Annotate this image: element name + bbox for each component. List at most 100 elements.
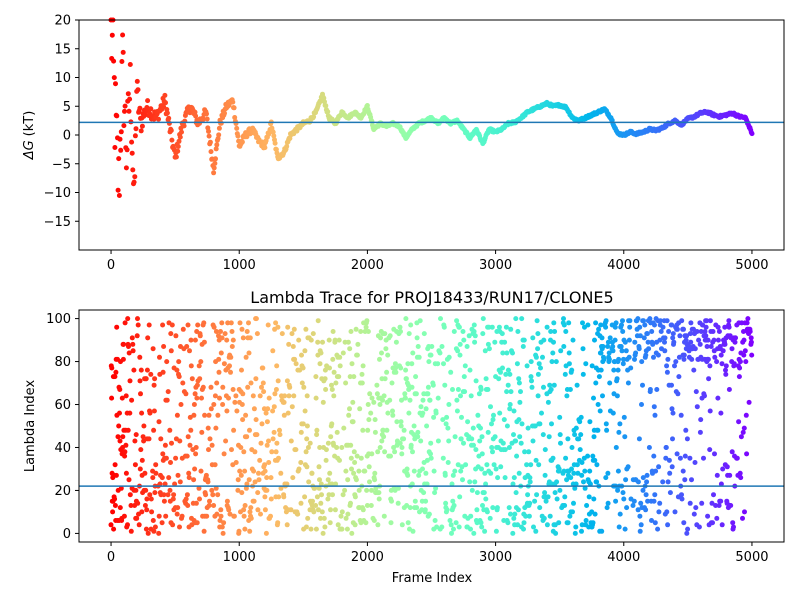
lambda-trace-point: [299, 352, 304, 358]
lambda-trace-point: [285, 324, 291, 330]
lambda-trace-point: [369, 395, 375, 401]
lambda-trace-point: [363, 520, 369, 526]
lambda-trace-point: [593, 380, 599, 386]
lambda-trace-point: [592, 511, 598, 517]
lambda-trace-point: [470, 425, 476, 431]
lambda-trace-point: [510, 481, 516, 487]
lambda-trace-point: [551, 320, 557, 326]
lambda-trace-point: [703, 324, 709, 330]
lambda-trace-point: [542, 472, 548, 478]
lambda-trace-point: [449, 530, 454, 536]
lambda-trace-point: [114, 324, 120, 330]
lambda-trace-point: [468, 513, 474, 519]
lambda-trace-point: [472, 479, 478, 485]
lambda-trace-point: [458, 393, 463, 399]
lambda-trace-point: [392, 449, 398, 455]
lambda-trace-point: [161, 492, 167, 498]
lambda-trace-point: [556, 520, 562, 526]
lambda-trace-point: [652, 412, 658, 418]
lambda-trace-point: [167, 487, 173, 493]
lambda-trace-point: [598, 322, 604, 328]
lambda-trace-point: [664, 369, 670, 375]
lambda-trace-point: [606, 356, 612, 362]
lambda-trace-point: [451, 329, 457, 334]
lambda-trace-point: [694, 329, 700, 334]
lambda-trace-point: [627, 318, 633, 324]
lambda-trace-point: [264, 475, 270, 481]
lambda-trace-point: [313, 526, 319, 532]
lambda-trace-point: [266, 438, 271, 444]
lambda-trace-point: [670, 331, 676, 337]
lambda-trace-point: [108, 522, 114, 528]
lambda-trace-point: [579, 528, 584, 534]
lambda-trace-point: [366, 464, 372, 470]
lambda-trace-point: [298, 500, 304, 506]
lambda-trace-point: [697, 341, 703, 347]
lambda-trace-point: [491, 462, 497, 468]
lambda-trace-point: [160, 369, 166, 375]
lambda-trace-point: [478, 425, 483, 431]
lambda-trace-point: [194, 395, 200, 401]
delta-g-point: [132, 133, 138, 139]
delta-g-point: [213, 146, 219, 152]
lambda-trace-point: [352, 522, 358, 528]
lambda-trace-point: [375, 449, 381, 455]
lambda-trace-point: [232, 399, 238, 405]
lambda-trace-point: [413, 391, 419, 397]
delta-g-point: [114, 113, 120, 119]
delta-g-point: [162, 92, 168, 98]
lambda-trace-point: [516, 376, 522, 382]
lambda-trace-point: [247, 427, 252, 433]
lambda-trace-point: [600, 344, 606, 349]
lambda-trace-point: [432, 518, 438, 523]
lambda-trace-point: [340, 492, 346, 498]
lambda-trace-point: [638, 522, 644, 528]
lambda-trace-y-tick-label: 20: [54, 484, 71, 499]
lambda-trace-point: [426, 359, 432, 365]
lambda-trace-point: [662, 339, 667, 345]
lambda-trace-point: [539, 410, 544, 416]
lambda-trace-point: [230, 387, 236, 392]
lambda-trace-point: [654, 387, 660, 392]
lambda-trace-point: [203, 492, 209, 498]
lambda-trace-point: [318, 350, 324, 356]
lambda-trace-axes-frame: [78, 309, 785, 543]
lambda-trace-point: [231, 427, 237, 433]
lambda-trace-point: [164, 359, 170, 365]
lambda-trace-point: [381, 393, 387, 399]
lambda-trace-point: [450, 387, 455, 392]
lambda-trace-point: [385, 352, 391, 358]
lambda-trace-point: [432, 490, 438, 496]
delta-g-point: [168, 128, 174, 133]
lambda-trace-point: [146, 322, 152, 328]
lambda-trace-point: [275, 520, 281, 526]
lambda-trace-point: [702, 393, 707, 399]
lambda-trace-point: [333, 380, 339, 386]
lambda-trace-point: [529, 384, 535, 390]
lambda-trace-point: [612, 337, 618, 343]
lambda-trace-point: [562, 503, 568, 508]
lambda-trace-point: [535, 393, 541, 399]
lambda-trace-point: [569, 367, 575, 373]
lambda-trace-point: [112, 496, 118, 502]
lambda-trace-point: [508, 389, 514, 395]
delta-g-point: [211, 170, 217, 176]
lambda-trace-point: [461, 374, 467, 380]
lambda-trace-point: [583, 518, 589, 523]
lambda-trace-point: [142, 503, 148, 508]
lambda-trace-point: [640, 475, 646, 481]
lambda-trace-point: [229, 344, 235, 349]
lambda-trace-point: [150, 475, 156, 481]
lambda-trace-point: [292, 356, 298, 362]
lambda-trace-point: [354, 352, 360, 358]
lambda-trace-point: [460, 477, 465, 483]
lambda-trace-point: [637, 513, 643, 519]
lambda-trace-point: [260, 380, 266, 386]
lambda-trace-point: [270, 408, 276, 414]
lambda-trace-point: [651, 498, 657, 504]
lambda-trace-point: [305, 515, 311, 521]
lambda-trace-point: [653, 468, 659, 474]
lambda-trace-point: [530, 335, 536, 341]
lambda-trace-point: [298, 429, 304, 435]
